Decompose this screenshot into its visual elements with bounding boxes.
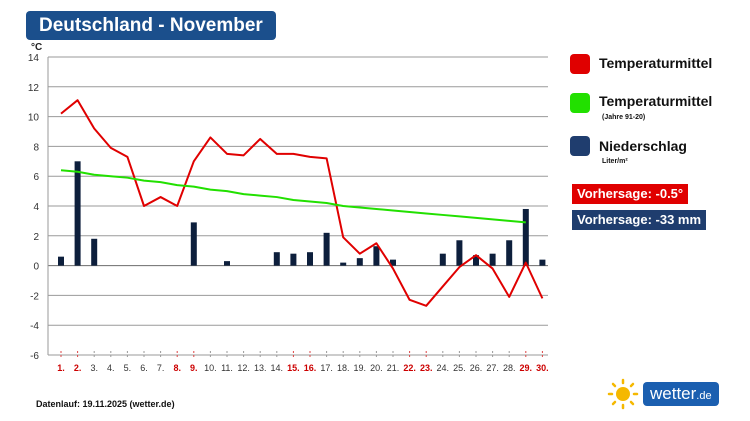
- precipitation-bars: [58, 161, 546, 266]
- precipitation-bar: [439, 253, 446, 266]
- x-tick-label: 24.: [437, 363, 450, 373]
- x-tick-label: 22.: [403, 363, 416, 373]
- precipitation-bar: [539, 259, 546, 266]
- precipitation-bar: [74, 161, 81, 266]
- x-tick-label: 19.: [354, 363, 367, 373]
- y-tick-label: 14: [28, 53, 40, 64]
- legend-label-precipitation: Niederschlag: [599, 138, 687, 154]
- legend-swatch-temp-climate: [570, 93, 590, 113]
- legend-swatch-precipitation: [570, 136, 590, 156]
- x-tick-label: 11.: [221, 363, 233, 373]
- x-tick-label: 23.: [420, 363, 433, 373]
- x-tick-label: 12.: [237, 363, 250, 373]
- wetter-de-logo[interactable]: wetter.de: [606, 378, 746, 410]
- y-tick-label: 6: [33, 172, 39, 183]
- temperature-lines: [60, 99, 544, 307]
- x-tick-label: 28.: [503, 363, 516, 373]
- y-tick-label: -6: [30, 351, 39, 362]
- legend-label-temp-climate: Temperaturmittel: [599, 93, 713, 109]
- chart-title: Deutschland - November: [26, 11, 276, 40]
- x-tick-label: 8.: [173, 363, 181, 373]
- x-tick-label: 25.: [453, 363, 466, 373]
- precipitation-bar: [340, 262, 347, 266]
- y-tick-label: 2: [33, 232, 39, 243]
- x-tick-label: 4.: [107, 363, 115, 373]
- y-tick-label: 0: [33, 262, 39, 273]
- precipitation-bar: [58, 256, 64, 266]
- x-tick-label: 7.: [157, 363, 165, 373]
- legend-label-temp-mean: Temperaturmittel: [599, 55, 713, 71]
- x-tick-label: 5.: [124, 363, 132, 373]
- logo-suffix: .de: [696, 390, 712, 402]
- y-axis-unit: °C: [31, 42, 43, 53]
- x-tick-label: 17.: [320, 363, 333, 373]
- sun-icon: [607, 378, 639, 410]
- data-run-footer: Datenlauf: 19.11.2025 (wetter.de): [36, 399, 175, 409]
- y-tick-label: 12: [28, 83, 40, 94]
- x-tick-label: 26.: [470, 363, 483, 373]
- y-tick-label: 10: [28, 113, 40, 124]
- x-tick-label: 3.: [90, 363, 98, 373]
- x-tick-label: 18.: [337, 363, 350, 373]
- precipitation-bar: [190, 222, 197, 266]
- forecast-precipitation-badge: Vorhersage: -33 mm: [572, 210, 707, 230]
- legend-sub-temp-climate: (Jahre 91-20): [602, 114, 646, 121]
- precipitation-bar: [473, 255, 479, 266]
- precipitation-bar: [522, 208, 529, 266]
- y-tick-label: 8: [33, 142, 39, 153]
- x-tick-label: 30.: [536, 363, 549, 373]
- x-tick-label: 16.: [304, 363, 317, 373]
- precipitation-bar: [506, 240, 513, 266]
- legend-sub-precipitation: Liter/m²: [602, 158, 628, 165]
- logo-text: wetter: [650, 384, 697, 403]
- chart-grid: [47, 56, 548, 356]
- y-tick-label: -2: [30, 291, 39, 302]
- x-tick-label: 21.: [387, 363, 400, 373]
- x-axis-ticks: 1. 2. 3. 4. 5. 6. 7. 8. 9. 10. 11. 12. 13. 14. 15. 16. 1…: [57, 351, 549, 373]
- precipitation-bar: [456, 240, 463, 266]
- x-tick-label: 1.: [57, 363, 65, 373]
- precipitation-bar: [373, 246, 380, 266]
- precipitation-bar: [290, 253, 297, 266]
- x-tick-label: 27.: [486, 363, 499, 373]
- logo-wordmark: wetter.de: [643, 382, 719, 406]
- x-tick-label: 6.: [140, 363, 148, 373]
- precipitation-bar: [224, 261, 230, 266]
- x-tick-label: 9.: [190, 363, 198, 373]
- temperature-mean-line: [60, 99, 544, 307]
- x-tick-label: 20.: [370, 363, 383, 373]
- x-tick-label: 29.: [520, 363, 533, 373]
- x-tick-label: 13.: [254, 363, 267, 373]
- x-tick-label: 15.: [287, 363, 300, 373]
- precipitation-bar: [489, 253, 496, 266]
- temperature-climate-line: [60, 169, 526, 224]
- precipitation-bar: [323, 232, 330, 266]
- y-tick-label: -4: [30, 321, 39, 332]
- x-tick-label: 14.: [271, 363, 284, 373]
- legend-swatch-temp-mean: [570, 54, 590, 74]
- y-tick-label: 4: [33, 202, 39, 213]
- precipitation-bar: [307, 252, 313, 266]
- precipitation-bar: [273, 252, 280, 266]
- precipitation-bar: [91, 238, 98, 266]
- precipitation-bar: [356, 258, 363, 266]
- forecast-temperature-badge: Vorhersage: -0.5°: [572, 184, 689, 204]
- y-axis-ticks: 14 12 10 8 6 4 2 0 -2 -4 -6: [28, 53, 40, 362]
- x-tick-label: 2.: [74, 363, 82, 373]
- x-tick-label: 10.: [204, 363, 217, 373]
- precipitation-bar: [390, 259, 396, 266]
